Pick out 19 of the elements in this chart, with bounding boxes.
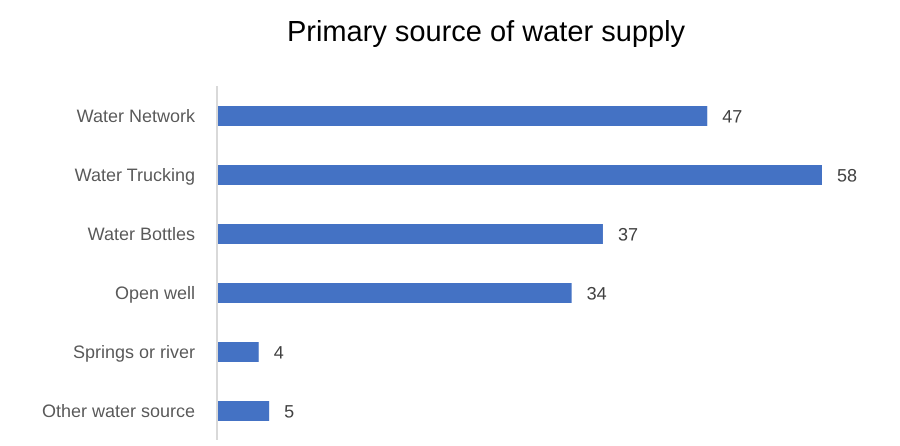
bar bbox=[217, 342, 259, 362]
y-tick-label: Springs or river bbox=[72, 342, 195, 362]
bar bbox=[217, 224, 603, 244]
y-tick-label: Water Trucking bbox=[74, 164, 195, 185]
y-tick-label: Water Network bbox=[76, 106, 196, 126]
y-tick-label: Other water source bbox=[42, 400, 195, 421]
data-label: 4 bbox=[274, 342, 284, 362]
data-label: 58 bbox=[837, 165, 858, 186]
y-tick-label: Open well bbox=[114, 282, 195, 303]
data-label: 5 bbox=[284, 401, 294, 422]
bar bbox=[217, 401, 270, 421]
bar bbox=[217, 106, 708, 126]
data-label: 34 bbox=[586, 283, 607, 304]
y-tick-label: Water Bottles bbox=[88, 224, 195, 244]
chart-title: Primary source of water supply bbox=[286, 15, 686, 50]
data-label: 37 bbox=[618, 224, 638, 244]
bar bbox=[217, 165, 822, 185]
data-label: 47 bbox=[722, 106, 742, 126]
bar bbox=[217, 283, 572, 303]
